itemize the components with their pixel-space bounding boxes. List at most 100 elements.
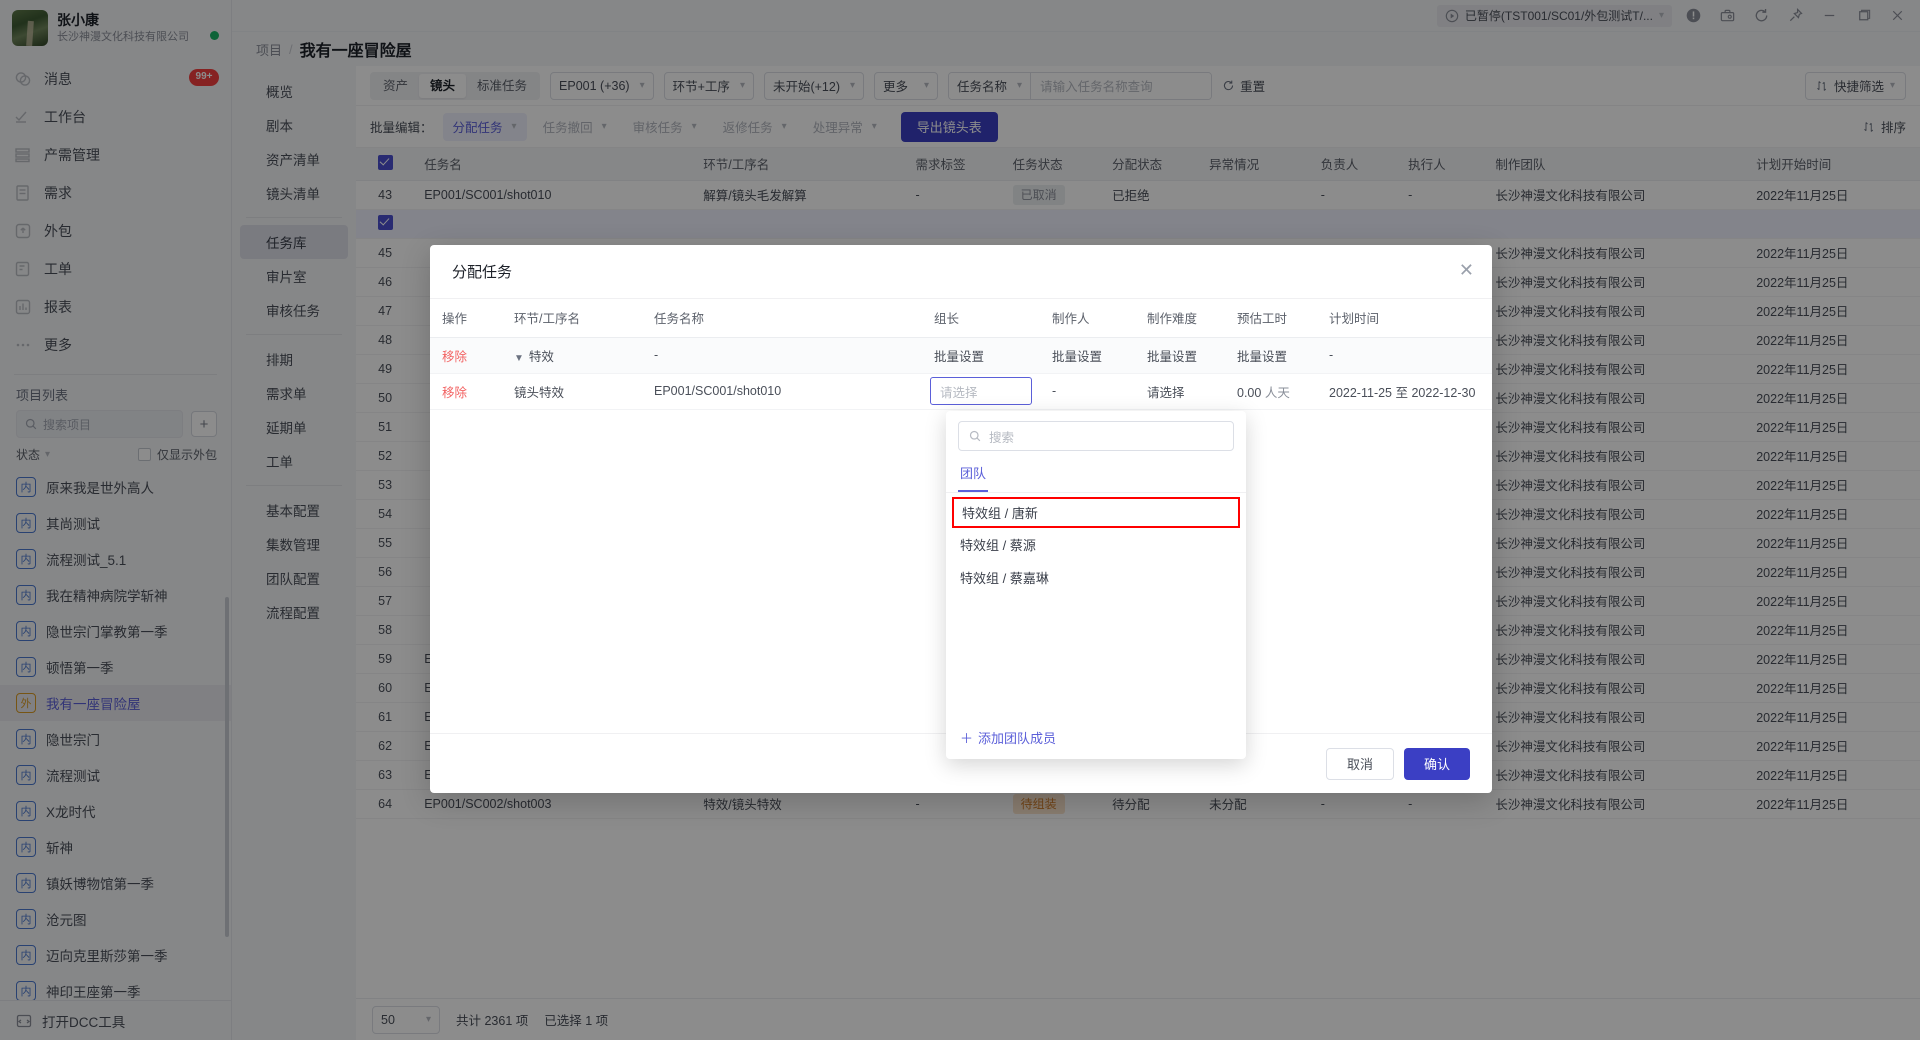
sub-nav-item-团队配置[interactable]: 团队配置	[240, 561, 348, 595]
sort-button[interactable]: 排序	[1863, 117, 1906, 136]
open-dcc-tool-button[interactable]: 打开DCC工具	[0, 1000, 231, 1040]
assign-cell-op[interactable]: 移除	[430, 337, 502, 374]
row-checkbox[interactable]	[377, 214, 393, 230]
status-filter[interactable]: 状态 ▾	[16, 446, 50, 463]
user-block[interactable]: 张小康 长沙神漫文化科技有限公司	[0, 0, 231, 58]
alert-icon[interactable]	[1676, 1, 1710, 31]
project-item-14[interactable]: 内神印王座第一季	[0, 973, 231, 1000]
sub-nav-item-延期单[interactable]: 延期单	[240, 410, 348, 444]
batch-action-1[interactable]: 任务撤回 ▾	[533, 113, 617, 141]
dropdown-option-1[interactable]: 特效组 / 蔡源	[946, 528, 1246, 561]
maximize-icon[interactable]	[1846, 1, 1880, 31]
project-item-2[interactable]: 内流程测试_5.1	[0, 541, 231, 577]
add-project-button[interactable]: +	[191, 411, 217, 437]
assign-cell-maker[interactable]: 批量设置	[1040, 337, 1135, 374]
project-item-12[interactable]: 内沧元图	[0, 901, 231, 937]
pin-icon[interactable]	[1778, 1, 1812, 31]
assign-cell-leader[interactable]: 请选择	[922, 373, 1040, 410]
filter-select-1[interactable]: 环节+工序 ▾	[663, 71, 754, 100]
assign-cell-op[interactable]: 移除	[430, 373, 502, 410]
project-item-4[interactable]: 内隐世宗门掌教第一季	[0, 613, 231, 649]
filter-select-2[interactable]: 未开始(+12) ▾	[763, 71, 865, 100]
toolbox-icon[interactable]	[1710, 1, 1744, 31]
chevron-down-icon[interactable]: ▼	[514, 352, 524, 364]
sub-nav-item-审核任务[interactable]: 审核任务	[240, 293, 348, 327]
sub-nav-item-工单[interactable]: 工单	[240, 444, 348, 478]
sub-nav-item-概览[interactable]: 概览	[240, 74, 348, 108]
chevron-down-icon[interactable]: ▾	[1658, 10, 1664, 21]
sub-nav-item-任务库[interactable]: 任务库	[240, 225, 348, 259]
global-nav-item-0[interactable]: 消息 99+	[0, 60, 231, 98]
sub-nav-item-资产清单[interactable]: 资产清单	[240, 142, 348, 176]
batch-action-0[interactable]: 分配任务 ▾	[442, 112, 527, 141]
sub-nav-item-审片室[interactable]: 审片室	[240, 259, 348, 293]
project-item-3[interactable]: 内我在精神病院学斩神	[0, 577, 231, 613]
running-task-pill[interactable]: 已暂停(TST001/SC01/外包测试T/... ▾	[1436, 4, 1672, 27]
only-outsource-toggle[interactable]: 仅显示外包	[137, 446, 217, 463]
select-all-checkbox[interactable]	[377, 154, 393, 170]
batch-action-4[interactable]: 处理异常 ▾	[803, 113, 887, 141]
table-row[interactable]: 43 EP001/SC001/shot010 解算/镜头毛发解算 - 已取消 已拒绝 - - 长…	[356, 180, 1920, 210]
project-list-scrollbar[interactable]	[225, 597, 229, 937]
sub-nav-item-基本配置[interactable]: 基本配置	[240, 493, 348, 527]
dropdown-option-0[interactable]: 特效组 / 唐新	[952, 497, 1240, 528]
sub-nav-item-镜头清单[interactable]: 镜头清单	[240, 176, 348, 210]
project-item-11[interactable]: 内镇妖博物馆第一季	[0, 865, 231, 901]
global-nav-item-3[interactable]: 需求	[0, 174, 231, 212]
project-item-1[interactable]: 内其尚测试	[0, 505, 231, 541]
confirm-button[interactable]: 确认	[1403, 747, 1470, 780]
sub-nav-item-需求单[interactable]: 需求单	[240, 376, 348, 410]
global-nav-item-2[interactable]: 产需管理	[0, 136, 231, 174]
tab-team[interactable]: 团队	[958, 457, 989, 492]
quick-filter-button[interactable]: 快捷筛选 ▾	[1804, 71, 1906, 100]
assign-cell-hours[interactable]: 批量设置	[1225, 337, 1317, 374]
reset-button[interactable]: 重置	[1222, 76, 1265, 95]
cancel-button[interactable]: 取消	[1325, 747, 1394, 780]
table-row[interactable]: 64 EP001/SC002/shot003 特效/镜头特效 - 待组装 待分配 未分配 - -…	[356, 789, 1920, 819]
assign-cell-leader[interactable]: 批量设置	[922, 337, 1040, 374]
global-nav-item-6[interactable]: 报表	[0, 288, 231, 326]
segment-2[interactable]: 标准任务	[477, 78, 528, 93]
close-icon[interactable]	[1880, 1, 1914, 31]
sub-nav-item-流程配置[interactable]: 流程配置	[240, 595, 348, 629]
remove-button[interactable]: 移除	[442, 349, 468, 364]
dropdown-option-2[interactable]: 特效组 / 蔡嘉琳	[946, 561, 1246, 594]
project-search-input[interactable]: 搜索项目	[16, 410, 183, 438]
assign-cell-difficulty[interactable]: 请选择	[1135, 373, 1225, 410]
assign-cell-plan[interactable]: 2022-11-25 至 2022-12-30	[1317, 373, 1492, 410]
global-nav-item-1[interactable]: 工作台	[0, 98, 231, 136]
batch-action-2[interactable]: 审核任务 ▾	[623, 113, 707, 141]
sub-nav-item-排期[interactable]: 排期	[240, 342, 348, 376]
remove-button[interactable]: 移除	[442, 385, 468, 400]
global-nav-item-7[interactable]: 更多	[0, 326, 231, 364]
assign-cell-hours[interactable]: 0.00 人天	[1225, 373, 1317, 410]
project-item-13[interactable]: 内迈向克里斯莎第一季	[0, 937, 231, 973]
table-row[interactable]	[356, 209, 1920, 239]
batch-action-3[interactable]: 返修任务 ▾	[713, 113, 797, 141]
breadcrumb-root[interactable]: 项目	[256, 42, 283, 58]
filter-select-0[interactable]: EP001 (+36) ▾	[550, 71, 654, 100]
task-name-search-input[interactable]: 请输入任务名称查询	[1031, 72, 1212, 99]
project-item-8[interactable]: 内流程测试	[0, 757, 231, 793]
project-item-7[interactable]: 内隐世宗门	[0, 721, 231, 757]
segment-0[interactable]: 资产	[383, 78, 409, 93]
project-item-9[interactable]: 内 X龙时代	[0, 793, 231, 829]
dropdown-search-input[interactable]: 搜索	[958, 421, 1234, 451]
leader-select[interactable]: 请选择	[930, 377, 1032, 405]
export-shotlist-button[interactable]: 导出镜头表	[900, 111, 998, 142]
project-item-0[interactable]: 内原来我是世外高人	[0, 469, 231, 505]
close-icon[interactable]: ✕	[1458, 260, 1474, 280]
filter-select-3[interactable]: 更多 ▾	[874, 71, 939, 100]
sub-nav-item-剧本[interactable]: 剧本	[240, 108, 348, 142]
project-item-6[interactable]: 外我有一座冒险屋	[0, 685, 231, 721]
assign-cell-difficulty[interactable]: 批量设置	[1135, 337, 1225, 374]
global-nav-item-5[interactable]: 工单	[0, 250, 231, 288]
assign-cell-plan[interactable]: -	[1317, 337, 1492, 374]
minimize-icon[interactable]	[1812, 1, 1846, 31]
refresh-icon[interactable]	[1744, 1, 1778, 31]
project-item-5[interactable]: 内顿悟第一季	[0, 649, 231, 685]
only-outsource-checkbox[interactable]	[137, 448, 151, 461]
sub-nav-item-集数管理[interactable]: 集数管理	[240, 527, 348, 561]
project-item-10[interactable]: 内斩神	[0, 829, 231, 865]
page-size-select[interactable]: 50 ▾	[372, 1005, 440, 1034]
